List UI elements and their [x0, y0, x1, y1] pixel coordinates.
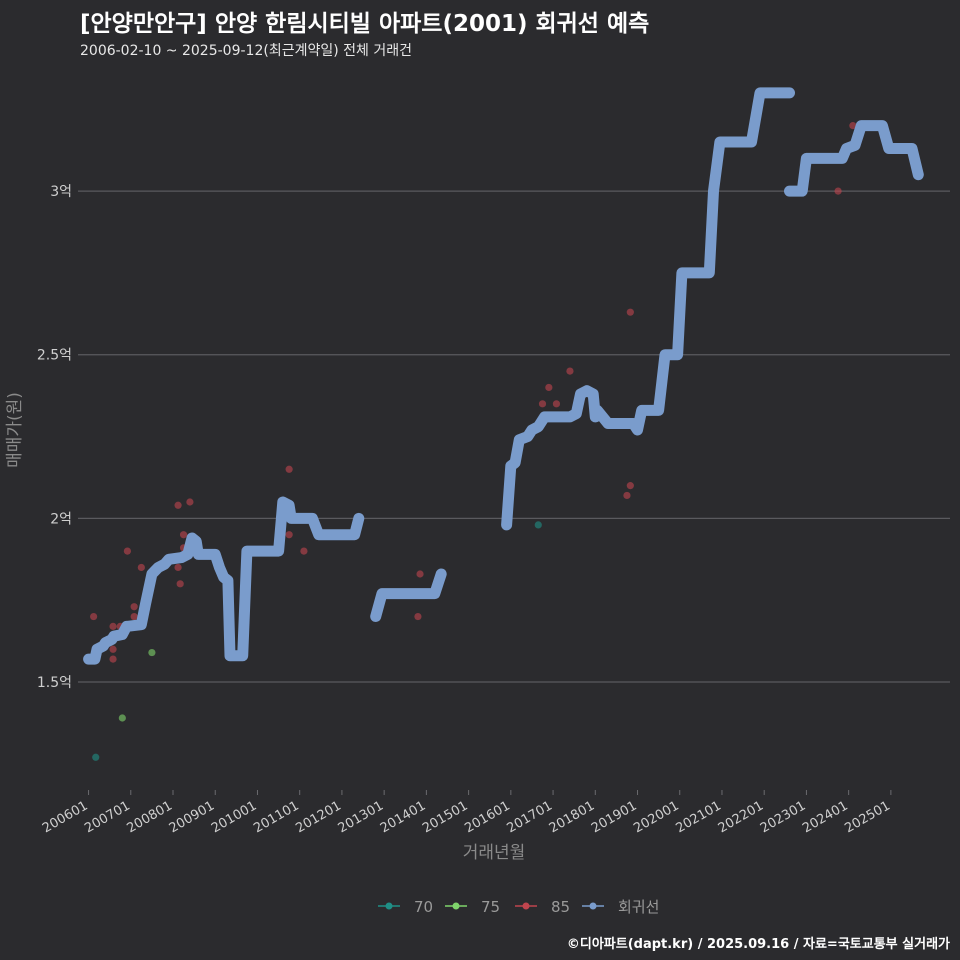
x-axis-label: 거래년월 — [463, 843, 526, 863]
data-point-85 — [174, 563, 182, 572]
footer-credit: ©디아파트(dapt.kr) / 2025.09.16 / 자료=국토교통부 실… — [566, 937, 950, 952]
y-tick-label: 3억 — [50, 184, 72, 200]
x-tick-label: 202101 — [673, 798, 723, 836]
legend-key-dot — [589, 902, 597, 910]
data-point-85 — [538, 400, 547, 408]
data-point-85 — [300, 547, 308, 555]
data-point-75 — [118, 714, 126, 722]
data-point-85 — [623, 491, 631, 500]
data-point-75 — [148, 648, 156, 657]
y-tick-label: 1.5억 — [37, 675, 72, 691]
data-point-85 — [179, 531, 188, 539]
regression-line-segment — [501, 87, 795, 531]
x-tick-label: 200901 — [167, 798, 217, 836]
legend-key-dot — [385, 902, 393, 910]
data-point-85 — [130, 612, 138, 621]
x-tick-label: 201001 — [209, 798, 259, 836]
data-point-85 — [849, 122, 857, 130]
data-point-85 — [834, 187, 842, 195]
legend-label: 회귀선 — [618, 898, 659, 916]
legend-label: 85 — [551, 898, 570, 916]
x-tick-label: 201901 — [589, 798, 639, 836]
legend-key-dot — [452, 902, 460, 910]
legend-label: 70 — [414, 898, 433, 916]
chart-title: [안양만안구] 안양 한림시티빌 아파트(2001) 회귀선 예측 — [80, 11, 650, 37]
data-point-85 — [545, 383, 553, 392]
data-point-85 — [130, 603, 138, 611]
data-point-70 — [92, 753, 100, 761]
data-point-85 — [566, 367, 574, 375]
data-point-85 — [416, 570, 424, 578]
regression-line-segment — [784, 120, 924, 197]
x-tick-label: 201101 — [251, 798, 301, 836]
x-tick-label: 202401 — [800, 798, 850, 836]
data-point-85 — [109, 622, 117, 630]
x-tick-labels: 2006012007012008012009012010012011012012… — [40, 790, 893, 836]
data-point-85 — [90, 612, 98, 621]
gridlines — [78, 190, 950, 683]
legend-key-dot — [522, 902, 530, 910]
data-point-85 — [285, 465, 293, 473]
x-tick-label: 200801 — [125, 798, 175, 836]
data-point-85 — [626, 482, 634, 490]
y-tick-labels: 1.5억 2억 2.5억 3억 — [37, 184, 72, 691]
data-point-85 — [174, 501, 182, 509]
x-tick-label: 201401 — [378, 798, 428, 836]
legend-label: 75 — [481, 898, 500, 916]
data-point-85 — [109, 655, 117, 663]
x-tick-label: 201301 — [336, 798, 386, 836]
data-point-85 — [186, 498, 194, 506]
data-point-85 — [123, 547, 132, 555]
legend: 70 75 85 회귀선 — [378, 898, 659, 916]
x-tick-label: 200701 — [82, 798, 132, 836]
data-point-85 — [552, 400, 561, 408]
data-point-85 — [285, 531, 293, 539]
data-point-85 — [137, 563, 145, 572]
regression-line-segment — [83, 496, 365, 665]
x-tick-label: 201501 — [420, 798, 470, 836]
x-tick-label: 201801 — [547, 798, 597, 836]
data-point-85 — [176, 580, 184, 588]
data-point-70 — [534, 521, 542, 529]
y-axis-label: 매매가(원) — [5, 392, 25, 468]
x-tick-label: 202201 — [716, 798, 766, 836]
x-tick-label: 202501 — [842, 798, 892, 836]
x-tick-label: 201601 — [462, 798, 512, 836]
x-tick-label: 202001 — [631, 798, 681, 836]
x-tick-label: 202301 — [758, 798, 808, 836]
x-tick-label: 201201 — [293, 798, 343, 836]
data-point-85 — [109, 645, 117, 653]
scatter-points — [90, 122, 857, 761]
chart-subtitle: 2006-02-10 ~ 2025-09-12(최근계약일) 전체 거래건 — [80, 43, 412, 59]
regression-lines — [83, 87, 924, 665]
x-tick-label: 200601 — [40, 798, 90, 836]
y-tick-label: 2억 — [50, 511, 72, 527]
y-tick-label: 2.5억 — [37, 348, 72, 364]
x-tick-label: 201701 — [505, 798, 555, 836]
regression-line-segment — [370, 568, 447, 622]
data-point-85 — [626, 308, 634, 316]
data-point-85 — [414, 612, 422, 621]
